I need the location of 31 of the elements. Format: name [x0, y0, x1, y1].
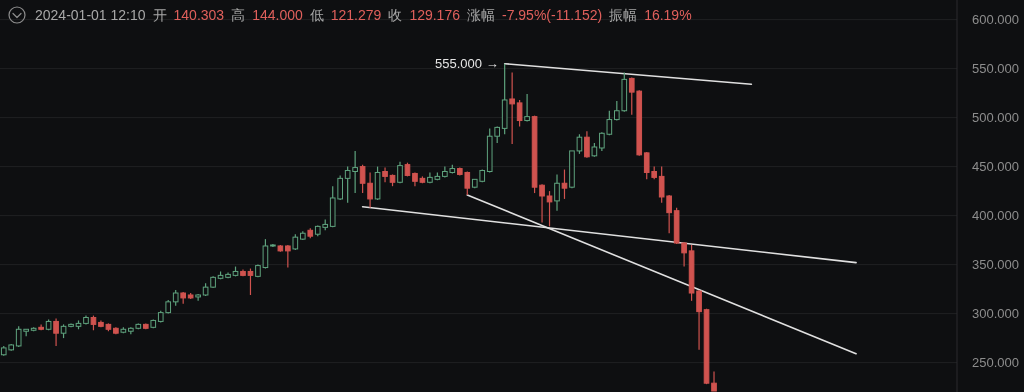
annotation: 振幅	[609, 7, 638, 23]
annotation: 121.279	[330, 7, 382, 23]
annotation: 高	[231, 7, 246, 23]
y-tick-label: 500.000	[972, 110, 1019, 126]
y-tick-label: 450.000	[972, 159, 1019, 175]
annotation: 低	[309, 7, 324, 23]
y-tick-label: 350.000	[972, 257, 1019, 273]
y-tick-label: 600.000	[972, 12, 1019, 28]
candlestick	[561, 168, 568, 200]
y-tick-label: 550.000	[972, 61, 1019, 77]
candlestick	[509, 71, 515, 145]
annotation: 涨幅	[466, 7, 495, 23]
candlestick	[546, 190, 553, 227]
annotation: 16.19%	[644, 7, 692, 23]
y-tick-label: 300.000	[972, 306, 1019, 322]
candlestick	[516, 99, 523, 128]
candlestick	[554, 173, 560, 212]
annotation: -7.95%(-11.152)	[501, 7, 603, 23]
annotation: 2024-01-01 12:10	[35, 7, 146, 23]
annotation: 收	[388, 7, 403, 23]
annotation: 开	[152, 7, 167, 23]
annotation: 144.000	[252, 7, 303, 23]
annotation: 555.000 →	[435, 56, 499, 72]
candlestick	[285, 244, 291, 269]
annotation: 140.303	[173, 7, 225, 23]
candlestick	[524, 93, 530, 123]
y-tick-label: 400.000	[972, 208, 1019, 224]
candlestick	[53, 317, 59, 347]
candlestick	[584, 130, 590, 159]
annotation: 129.176	[409, 7, 461, 23]
y-tick-label: 250.000	[972, 355, 1019, 371]
